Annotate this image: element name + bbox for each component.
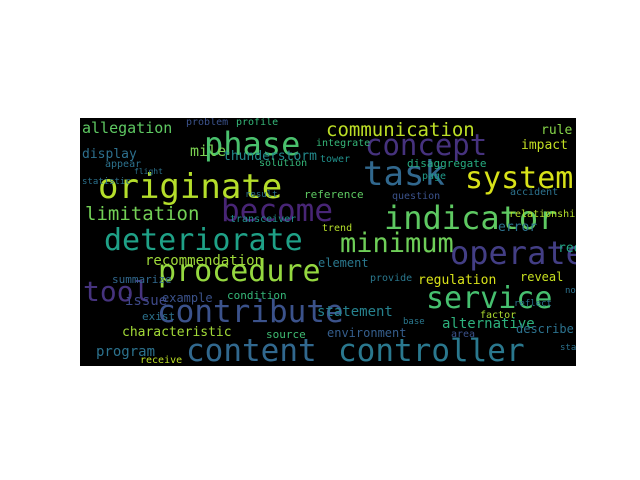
cloud-word: issue bbox=[125, 293, 168, 309]
cloud-word: indicator bbox=[384, 199, 558, 237]
word-cloud: originate phase task concept communication be… bbox=[80, 118, 576, 366]
cloud-word: display bbox=[82, 147, 137, 162]
cloud-word: relationship bbox=[509, 209, 576, 220]
cloud-word: characteristic bbox=[122, 325, 232, 340]
cloud-word: environment bbox=[327, 326, 407, 340]
cloud-word: profile bbox=[236, 118, 279, 128]
cloud-word: question bbox=[392, 191, 441, 202]
cloud-word: procedure bbox=[158, 254, 321, 289]
cloud-word: area bbox=[451, 329, 476, 340]
cloud-word: transceiver bbox=[230, 214, 297, 225]
cloud-word: program bbox=[96, 344, 156, 360]
cloud-word: provide bbox=[370, 273, 413, 284]
cloud-word: statement bbox=[317, 304, 393, 320]
cloud-word: example bbox=[162, 291, 213, 305]
cloud-word: alternative bbox=[442, 316, 535, 332]
cloud-word: element bbox=[318, 256, 369, 270]
cloud-word: exist bbox=[142, 310, 176, 323]
cloud-word: recommendation bbox=[145, 253, 264, 269]
cloud-word: disaggregate bbox=[407, 157, 487, 170]
cloud-word: rule bbox=[541, 123, 573, 138]
cloud-word: condition bbox=[227, 289, 287, 302]
cloud-word: base bbox=[403, 317, 425, 327]
cloud-word: describe bbox=[516, 322, 574, 336]
cloud-word: flight bbox=[134, 167, 163, 176]
cloud-word: mile bbox=[190, 142, 227, 160]
cloud-word: thunderstorm bbox=[223, 149, 317, 164]
cloud-word: limitation bbox=[85, 203, 200, 225]
cloud-word: integrate bbox=[316, 138, 371, 149]
cloud-word: accident bbox=[510, 187, 559, 198]
cloud-word: service bbox=[426, 281, 553, 316]
cloud-word: page bbox=[422, 171, 447, 182]
cloud-word: error bbox=[498, 220, 538, 235]
cloud-word: reveal bbox=[520, 270, 564, 284]
cloud-word: factor bbox=[480, 310, 517, 321]
cloud-word: deteriorate bbox=[104, 223, 303, 258]
cloud-word: impact bbox=[521, 138, 568, 153]
cloud-word: system bbox=[465, 161, 574, 196]
cloud-word: result bbox=[245, 190, 278, 200]
cloud-word: content bbox=[186, 333, 317, 367]
cloud-word: originate bbox=[98, 167, 283, 207]
cloud-word: solution bbox=[259, 158, 308, 169]
cloud-word: problem bbox=[186, 118, 229, 128]
cloud-word: receive bbox=[140, 355, 183, 366]
cloud-word: concept bbox=[365, 128, 488, 162]
cloud-word: operate bbox=[450, 234, 576, 272]
cloud-word: tool bbox=[83, 275, 151, 308]
cloud-word: reflect bbox=[514, 299, 552, 309]
cloud-word: contribute bbox=[157, 294, 344, 330]
cloud-word: requirement bbox=[558, 241, 576, 256]
cloud-word: reference bbox=[304, 188, 364, 201]
cloud-word: state bbox=[560, 343, 576, 353]
cloud-word: phase bbox=[204, 125, 301, 163]
cloud-word: regulation bbox=[418, 273, 497, 288]
cloud-word: statistic bbox=[82, 177, 131, 187]
cloud-word: tower bbox=[320, 154, 351, 165]
cloud-word: controller bbox=[338, 333, 525, 367]
cloud-word: become bbox=[221, 193, 333, 229]
cloud-word: note bbox=[565, 286, 576, 296]
cloud-word: summarize bbox=[112, 273, 172, 286]
cloud-word: trend bbox=[322, 223, 353, 234]
cloud-word: source bbox=[266, 328, 306, 341]
cloud-word: task bbox=[363, 154, 445, 194]
cloud-word: allegation bbox=[82, 119, 173, 137]
cloud-word: minimum bbox=[340, 228, 454, 259]
cloud-word: communication bbox=[326, 119, 475, 141]
cloud-word: appear bbox=[105, 159, 142, 170]
